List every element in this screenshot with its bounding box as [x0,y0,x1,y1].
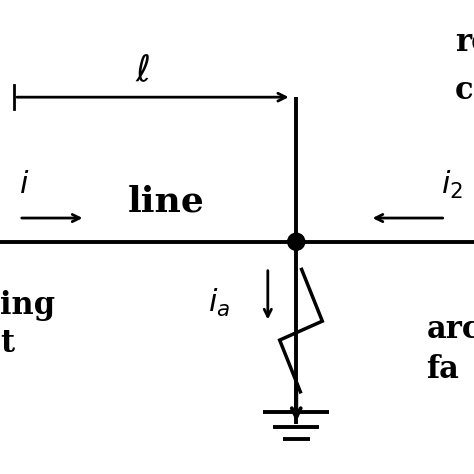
Text: re: re [455,27,474,58]
Circle shape [288,233,305,250]
Text: c: c [455,74,474,106]
Text: $i$: $i$ [19,169,29,201]
Text: $i_a$: $i_a$ [208,287,230,319]
Text: t: t [0,328,14,359]
Text: ing: ing [0,290,55,321]
Text: line: line [128,184,204,219]
Text: arc: arc [427,314,474,345]
Text: fa: fa [427,354,459,385]
Text: $\ell$: $\ell$ [135,54,150,88]
Text: $i_2$: $i_2$ [441,169,463,201]
